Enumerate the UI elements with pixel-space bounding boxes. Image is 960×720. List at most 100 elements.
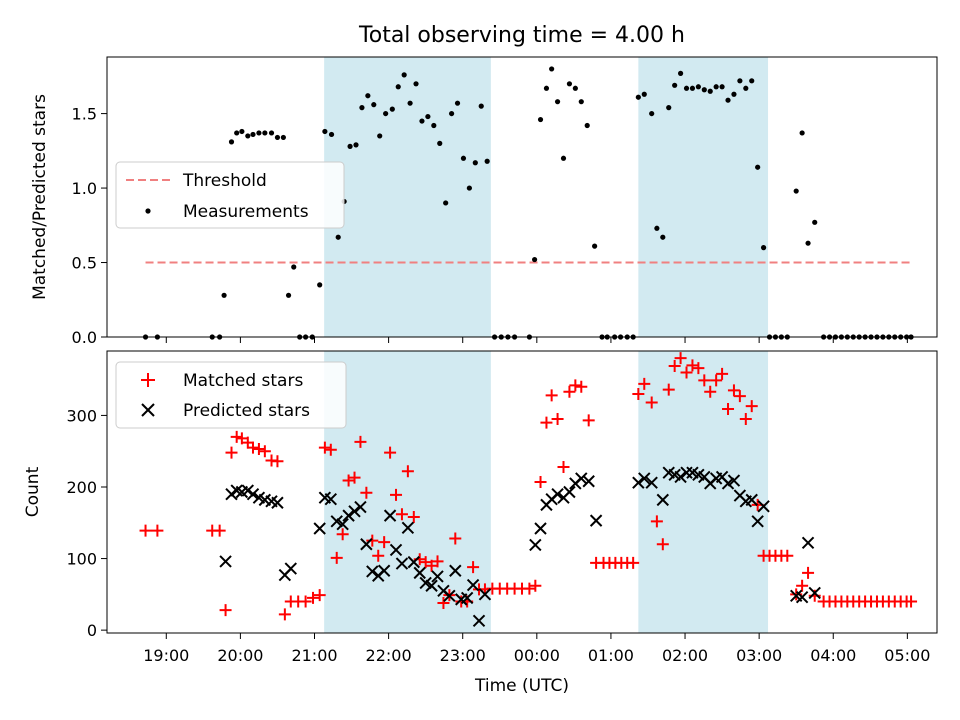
predicted-star-point: [529, 538, 542, 552]
measurement-point: [285, 292, 292, 298]
ratio-panel: 0.0 0.5 1.0 1.5 Matched/Predicted stars Thr…: [30, 56, 938, 347]
matched-star-point: [650, 515, 663, 528]
matched-star-point: [674, 352, 687, 365]
predicted-star-point: [431, 570, 444, 583]
predicted-star-point: [284, 562, 297, 575]
count-panel-y-ticks: 0 100 200 300: [66, 406, 107, 640]
x-tick-label: 20:00: [217, 646, 263, 665]
matched-star-point: [449, 532, 462, 545]
measurement-point: [359, 105, 365, 111]
count-panel-x-ticks: 19:00 20:00 21:00 22:00 23:00 00:00 01:00 02:00…: [143, 633, 930, 665]
measurement-point: [221, 292, 227, 298]
matched-star-point: [523, 582, 536, 595]
measurement-point: [407, 100, 413, 106]
measurement-point: [389, 106, 395, 112]
matched-star-point: [680, 366, 693, 379]
measurement-point: [672, 82, 678, 88]
measurement-points: [142, 66, 914, 340]
measurement-point: [317, 282, 323, 288]
matched-star-point: [324, 443, 337, 456]
matched-star-point: [366, 534, 379, 547]
legend-predicted-label: Predicted stars: [183, 401, 310, 421]
predicted-star-point: [808, 586, 821, 600]
x-tick-label: 02:00: [662, 646, 708, 665]
matched-star-point: [372, 549, 385, 562]
y-tick-label: 300: [66, 406, 97, 425]
x-tick-label: 01:00: [588, 646, 634, 665]
matched-star-point: [534, 475, 547, 488]
y-tick-label: 0.5: [72, 254, 97, 273]
matched-star-point: [710, 374, 723, 387]
x-tick-label: 00:00: [514, 646, 560, 665]
predicted-star-point: [419, 576, 432, 590]
predicted-star-point: [478, 588, 492, 601]
measurement-point: [566, 81, 573, 87]
matched-star-point: [213, 524, 226, 537]
matched-star-point: [632, 387, 645, 400]
matched-star-point: [330, 551, 343, 564]
measurement-point: [419, 118, 425, 124]
predicted-star-point: [727, 474, 741, 487]
legend-matched-swatch: [141, 373, 155, 387]
predicted-star-point: [751, 515, 764, 528]
matched-star-point: [378, 536, 391, 549]
matched-star-point: [431, 555, 444, 568]
matched-star-point: [529, 579, 542, 592]
y-tick-label: 200: [66, 478, 97, 497]
measurement-point: [443, 200, 449, 206]
predicted-star-point: [225, 487, 238, 501]
matched-star-point: [307, 591, 320, 604]
measurement-point: [234, 130, 240, 136]
measurement-point: [749, 78, 755, 84]
shaded-interval: [324, 351, 491, 633]
matched-star-point: [569, 379, 582, 392]
predicted-star-point: [589, 514, 603, 527]
predicted-star-point: [443, 589, 456, 602]
matched-star-point: [557, 460, 570, 473]
measurement-point: [660, 234, 666, 240]
y-tick-label: 100: [66, 550, 97, 569]
measurement-point: [584, 122, 590, 129]
measurement-point: [719, 84, 725, 90]
predicted-star-point: [795, 591, 809, 604]
predicted-star-point: [407, 555, 421, 569]
predicted-star-point: [383, 509, 397, 522]
matched-star-point: [551, 412, 564, 425]
measurement-point: [347, 143, 353, 149]
matched-star-point: [540, 416, 553, 429]
measurement-point: [707, 88, 713, 94]
x-tick-label: 22:00: [366, 646, 412, 665]
matched-star-point: [692, 362, 705, 375]
matched-star-point: [638, 377, 651, 390]
measurement-point: [478, 103, 484, 109]
matched-star-point: [390, 488, 403, 501]
measurement-point: [413, 81, 419, 87]
measurement-point: [454, 100, 461, 106]
measurement-point: [731, 91, 737, 97]
count-y-axis-label: Count: [23, 466, 43, 517]
measurement-point: [484, 158, 490, 164]
predicted-star-point: [401, 521, 415, 534]
matched-star-point: [342, 474, 355, 487]
measurement-point: [812, 219, 818, 225]
predicted-star-point: [460, 591, 474, 605]
measurement-point: [437, 140, 443, 146]
matched-star-point: [545, 389, 558, 402]
predicted-star-point: [324, 492, 338, 506]
matched-star-point: [802, 566, 815, 579]
matched-star-point: [716, 367, 729, 380]
matched-star-point: [336, 528, 349, 541]
shaded-interval: [638, 351, 769, 633]
matched-star-point: [219, 604, 232, 617]
matched-star-point: [745, 400, 758, 413]
measurement-point: [554, 99, 561, 105]
matched-star-point: [151, 524, 164, 537]
x-tick-label: 19:00: [143, 646, 189, 665]
predicted-star-point: [582, 475, 595, 488]
matched-star-point: [230, 430, 243, 443]
matched-star-point: [796, 579, 809, 592]
predicted-star-point: [563, 485, 576, 499]
matched-star-point: [627, 556, 640, 569]
predicted-star-point: [389, 543, 403, 557]
